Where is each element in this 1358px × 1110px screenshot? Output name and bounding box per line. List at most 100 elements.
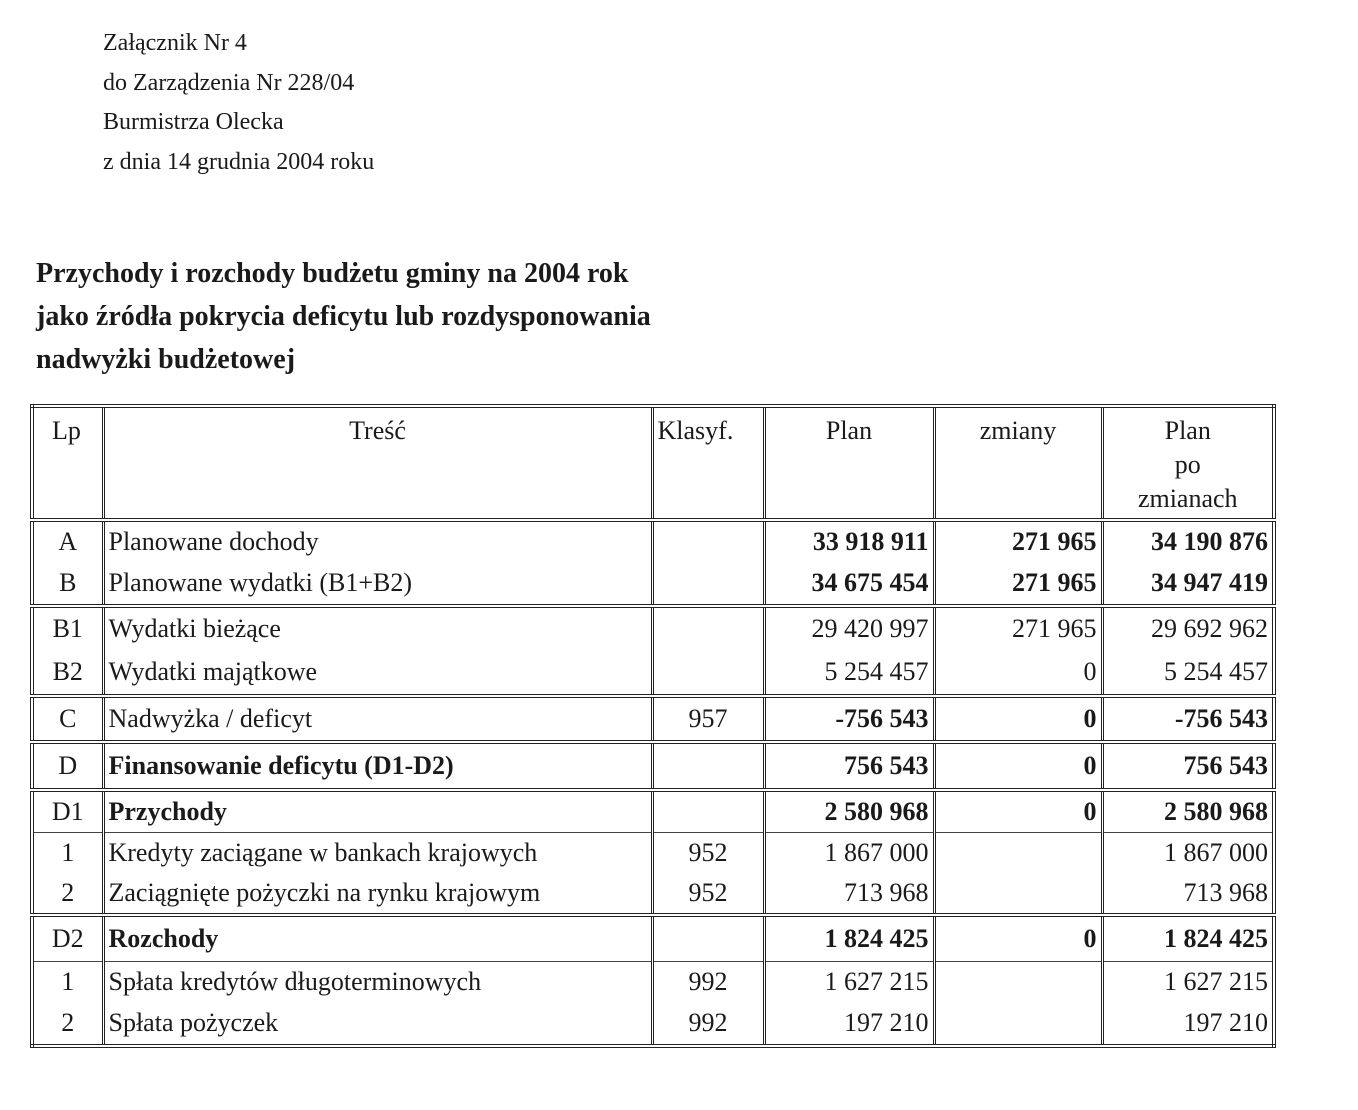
cell-lp: D [30,740,105,790]
header-line: Burmistrza Olecka [103,109,284,135]
table-row: B1 Wydatki bieżące 29 420 997 271 965 29 692… [30,604,1276,650]
cell-zmiany: 271 965 [932,604,1104,650]
cell-zmiany: 0 [932,694,1104,742]
cell-klasyf [650,913,766,962]
cell-klasyf: 952 [650,832,766,873]
cell-lp: A [30,518,105,562]
cell-plan: 29 420 997 [762,604,936,650]
table-row: B2 Wydatki majątkowe 5 254 457 0 5 254 457 [30,650,1276,696]
cell-plan: 1 627 215 [762,961,936,1002]
cell-po: 5 254 457 [1100,650,1276,696]
cell-po: 1 824 425 [1100,913,1276,962]
cell-plan: 713 968 [762,873,936,915]
cell-plan: 197 210 [762,1002,936,1046]
cell-po: 34 947 419 [1100,562,1276,606]
table-row: 1 Kredyty zaciągane w bankach krajowych 95… [30,832,1276,873]
table-row: D1 Przychody 2 580 968 0 2 580 968 [30,788,1276,833]
header-line: Załącznik Nr 4 [103,30,247,56]
cell-tresc: Zaciągnięte pożyczki na rynku krajowym [101,873,654,915]
cell-zmiany: 271 965 [932,562,1104,606]
table-row: D2 Rozchody 1 824 425 0 1 824 425 [30,913,1276,962]
cell-klasyf: 992 [650,1002,766,1046]
cell-lp: C [30,694,105,742]
cell-po: 197 210 [1100,1002,1276,1046]
cell-klasyf: 952 [650,873,766,915]
cell-tresc: Wydatki bieżące [101,604,654,650]
cell-po: 1 867 000 [1100,832,1276,873]
cell-tresc: Planowane wydatki (B1+B2) [101,562,654,606]
cell-zmiany [932,1002,1104,1046]
table-row: 2 Zaciągnięte pożyczki na rynku krajowym 9… [30,873,1276,915]
cell-po: 1 627 215 [1100,961,1276,1002]
cell-zmiany [932,961,1104,1002]
title-line: Przychody i rozchody budżetu gminy na 20… [36,258,629,289]
cell-plan: 5 254 457 [762,650,936,696]
cell-lp: 1 [30,961,105,1002]
cell-tresc: Wydatki majątkowe [101,650,654,696]
cell-lp: B2 [30,650,105,696]
cell-klasyf [650,518,766,562]
table-row: D Finansowanie deficytu (D1-D2) 756 543 0 75… [30,740,1276,790]
cell-zmiany: 0 [932,913,1104,962]
cell-zmiany [932,873,1104,915]
header-line: zmianach [1137,484,1238,513]
col-header-plan-po-zmianach: Plan po zmianach [1100,406,1276,520]
cell-po: -756 543 [1100,694,1276,742]
cell-lp: D1 [30,788,105,833]
cell-plan: -756 543 [762,694,936,742]
cell-zmiany: 271 965 [932,518,1104,562]
cell-tresc: Przychody [101,788,654,833]
title-line: jako źródła pokrycia deficytu lub rozdys… [36,301,651,332]
table-row: 1 Spłata kredytów długoterminowych 992 1 62… [30,961,1276,1002]
table-header-row: Lp Treść Klasyf. Plan zmiany Plan po zmi… [30,406,1276,520]
cell-zmiany [932,832,1104,873]
cell-plan: 1 867 000 [762,832,936,873]
cell-lp: 2 [30,873,105,915]
header-line: Plan [1164,416,1211,445]
cell-klasyf [650,740,766,790]
table-row: B Planowane wydatki (B1+B2) 34 675 454 271 … [30,562,1276,606]
col-header-plan: Plan [762,406,936,520]
cell-klasyf [650,650,766,696]
cell-tresc: Finansowanie deficytu (D1-D2) [101,740,654,790]
budget-table: Lp Treść Klasyf. Plan zmiany Plan po zmi… [30,404,1276,1048]
header-line: z dnia 14 grudnia 2004 roku [103,148,375,175]
table-row: 2 Spłata pożyczek 992 197 210 197 210 [30,1002,1276,1046]
table-row: C Nadwyżka / deficyt 957 -756 543 0 -756 543 [30,694,1276,742]
document-title: Przychody i rozchody budżetu gminy na 20… [36,252,651,381]
cell-plan: 34 675 454 [762,562,936,606]
header-line: po [1174,450,1201,479]
cell-lp: B1 [30,604,105,650]
cell-klasyf [650,562,766,606]
cell-plan: 33 918 911 [762,518,936,562]
attachment-header: Załącznik Nr 4 do Zarządzenia Nr 228/04 … [103,24,374,182]
cell-zmiany: 0 [932,650,1104,696]
header-line: do Zarządzenia Nr 228/04 [103,69,355,96]
cell-tresc: Spłata kredytów długoterminowych [101,961,654,1002]
cell-po: 29 692 962 [1100,604,1276,650]
cell-po: 756 543 [1100,740,1276,790]
cell-zmiany: 0 [932,788,1104,833]
col-header-tresc: Treść [101,406,654,520]
cell-plan: 2 580 968 [762,788,936,833]
cell-po: 34 190 876 [1100,518,1276,562]
cell-klasyf [650,604,766,650]
cell-plan: 756 543 [762,740,936,790]
col-header-lp: Lp [30,406,105,520]
cell-lp: 2 [30,1002,105,1046]
col-header-klasyf: Klasyf. [650,406,766,520]
cell-po: 713 968 [1100,873,1276,915]
cell-klasyf: 992 [650,961,766,1002]
table-row: A Planowane dochody 33 918 911 271 965 34 19… [30,518,1276,562]
cell-po: 2 580 968 [1100,788,1276,833]
title-line: nadwyżki budżetowej [36,344,296,375]
cell-tresc: Spłata pożyczek [101,1002,654,1046]
cell-tresc: Planowane dochody [101,518,654,562]
cell-klasyf [650,788,766,833]
cell-lp: 1 [30,832,105,873]
col-header-zmiany: zmiany [932,406,1104,520]
cell-zmiany: 0 [932,740,1104,790]
cell-tresc: Rozchody [101,913,654,962]
cell-tresc: Kredyty zaciągane w bankach krajowych [101,832,654,873]
cell-klasyf: 957 [650,694,766,742]
